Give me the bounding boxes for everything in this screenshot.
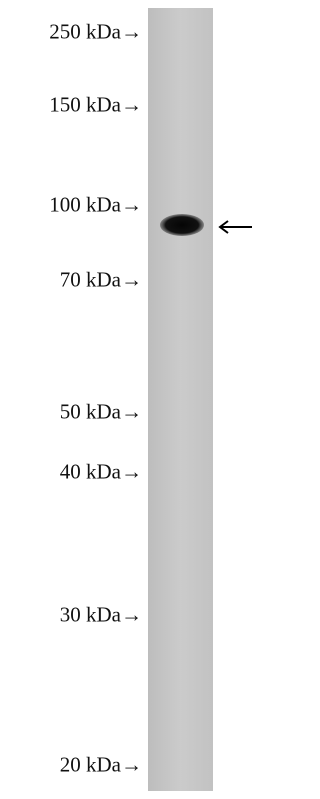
marker-label: 100 kDa→ bbox=[49, 192, 142, 217]
marker-label: 20 kDa→ bbox=[59, 752, 142, 777]
lane bbox=[148, 8, 213, 791]
blot-image bbox=[148, 8, 252, 791]
marker-label: 70 kDa→ bbox=[59, 267, 142, 292]
marker-label: 40 kDa→ bbox=[59, 459, 142, 484]
blot-page: {"markers": ["250 kDa→", "150 kDa→", "10… bbox=[49, 8, 252, 791]
marker-label: 50 kDa→ bbox=[59, 399, 142, 424]
marker-label: 150 kDa→ bbox=[49, 92, 142, 117]
marker-label: 30 kDa→ bbox=[59, 602, 142, 627]
band-arrow bbox=[218, 220, 252, 234]
marker-label: 250 kDa→ bbox=[49, 19, 142, 44]
band bbox=[160, 214, 204, 236]
